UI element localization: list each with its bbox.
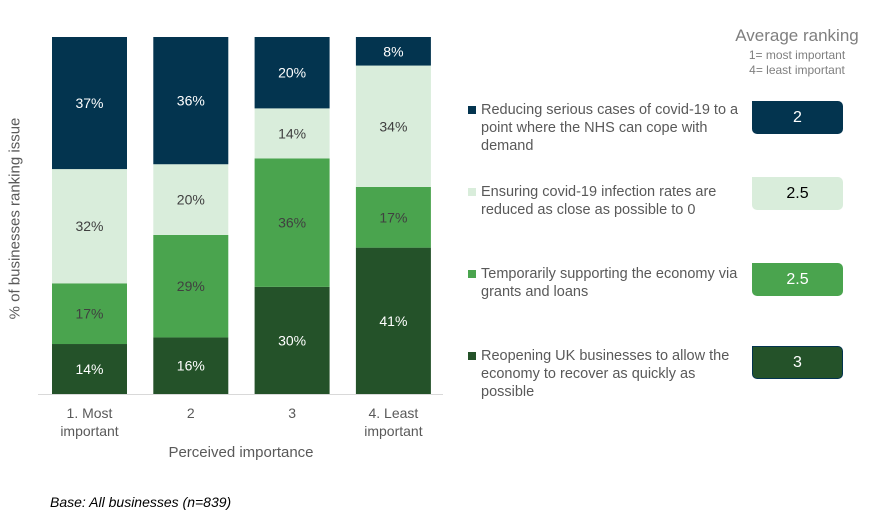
legend-swatch [468,352,476,360]
bar-segment [254,108,330,159]
data-label: 36% [177,93,205,109]
average-ranking-value: 2.5 [786,184,809,202]
x-tick-label: 4. Least [368,405,418,421]
legend-swatch [468,106,476,114]
stacked-bar-chart: 14% 17% 32% 37% 16% 29% 20% 36% 30% 36% 14% 20% 41% 1… [38,37,443,461]
average-ranking-box-reduce-infection-rates: 2.5 [752,177,843,210]
bar-segment [355,37,431,66]
average-ranking-value: 2.5 [786,270,809,288]
x-tick-labels: 1. Most important 2 3 4. Least important [60,405,422,439]
average-ranking-value: 3 [793,353,802,371]
data-label: 30% [278,332,306,348]
x-tick-label: 3 [288,405,296,421]
bar-segment [153,337,229,394]
data-label: 20% [278,65,306,81]
average-ranking-box-support-economy: 2.5 [752,263,843,296]
x-tick-label: important [364,423,422,439]
x-axis-title: Perceived importance [168,444,313,461]
average-ranking-note-least: 4= least important [749,63,845,77]
bar-segment [52,344,127,394]
data-label: 32% [75,218,103,234]
legend-swatch [468,270,476,278]
bar-segment [52,37,127,170]
bar-segment [355,247,431,394]
data-label: 29% [177,278,205,294]
bar-segment [254,37,330,109]
data-label: 16% [177,358,205,374]
data-label: 14% [278,125,306,141]
bar-segment [153,234,229,338]
data-label: 41% [379,313,407,329]
data-label: 20% [177,192,205,208]
bar-segment [52,169,127,284]
y-axis-title: % of businesses ranking issue [6,117,24,320]
data-label: 34% [379,118,407,134]
average-ranking-value: 2 [793,108,802,126]
data-label: 8% [383,43,403,59]
data-label: 36% [278,215,306,231]
legend-label: Reducing serious cases of covid-19 to a … [481,102,739,154]
data-label: 17% [379,209,407,225]
data-label: 37% [75,95,103,111]
bar-segment [153,37,229,165]
bar-segment [254,158,330,287]
x-tick-label: 2 [187,405,195,421]
average-ranking-box-reopen-businesses: 3 [752,346,843,379]
bar-segment [153,164,229,235]
data-label: 14% [75,361,103,377]
average-ranking-title: Average ranking [735,26,859,45]
bars-group: 14% 17% 32% 37% 16% 29% 20% 36% 30% 36% 14% 20% 41% 1… [52,37,431,394]
legend-label: Temporarily supporting the economy via g… [481,266,738,300]
bar-segment [254,286,330,394]
average-ranking-note-most: 1= most important [748,48,846,62]
legend-label: Reopening UK businesses to allow the eco… [481,348,730,400]
x-tick-label: 1. Most [67,405,113,421]
average-ranking-box-reduce-serious-cases: 2 [752,101,843,134]
bar-segment [355,186,431,248]
bar-segment [52,283,127,345]
x-tick-label: important [60,423,118,439]
bar-segment [355,65,431,187]
data-label: 17% [75,306,103,322]
legend-swatch [468,188,476,196]
legend-label: Ensuring covid-19 infection rates are re… [481,184,717,218]
base-note: Base: All businesses (n=839) [50,494,232,510]
